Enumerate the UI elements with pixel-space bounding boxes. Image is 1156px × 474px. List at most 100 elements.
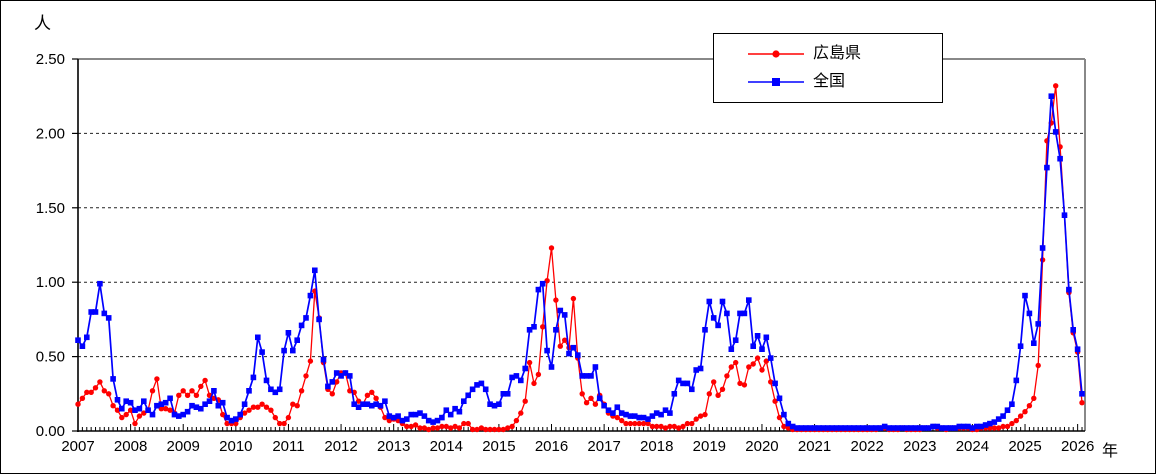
- data-point: [276, 386, 283, 393]
- data-point: [1074, 346, 1081, 352]
- data-point: [114, 407, 121, 413]
- data-point: [522, 365, 528, 372]
- data-point: [636, 414, 642, 421]
- data-point: [496, 426, 502, 433]
- data-point: [224, 420, 230, 427]
- data-point: [1000, 413, 1006, 419]
- x-tick-label: 2018: [640, 438, 673, 455]
- data-point: [220, 411, 226, 418]
- data-point: [377, 402, 384, 409]
- data-point: [710, 315, 717, 321]
- data-point: [461, 420, 467, 427]
- data-point: [535, 286, 542, 293]
- data-point: [425, 417, 432, 424]
- data-point: [816, 425, 822, 431]
- legend-item-zenkoku: 全国: [748, 74, 942, 90]
- data-point: [478, 380, 485, 387]
- data-point: [785, 420, 792, 427]
- data-point: [1070, 327, 1076, 333]
- data-point: [294, 337, 300, 343]
- data-point: [259, 401, 265, 407]
- data-point: [360, 401, 366, 407]
- data-point: [351, 401, 357, 407]
- y-tick-label: 0.00: [36, 423, 65, 440]
- x-tick-label: 2026: [1061, 438, 1094, 455]
- blue-line-square-marker-icon: [748, 78, 804, 86]
- data-point: [421, 425, 428, 431]
- data-point: [746, 364, 752, 370]
- data-point: [75, 337, 81, 343]
- data-point: [84, 389, 90, 395]
- data-point: [263, 404, 270, 410]
- data-point: [478, 425, 485, 431]
- data-point: [184, 408, 191, 415]
- data-point: [562, 337, 568, 343]
- data-point: [895, 425, 901, 431]
- data-point: [141, 410, 147, 416]
- data-point: [448, 425, 454, 431]
- data-point: [522, 398, 528, 404]
- data-point: [263, 377, 270, 384]
- data-point: [860, 425, 866, 431]
- data-point: [995, 416, 1002, 422]
- data-point: [737, 310, 743, 317]
- y-tick-label: 1.00: [36, 274, 65, 291]
- data-point: [224, 414, 230, 421]
- y-tick-label: 2.00: [36, 125, 65, 142]
- x-tick-label: 2012: [324, 438, 357, 455]
- data-point: [202, 377, 208, 384]
- data-point: [750, 343, 756, 349]
- x-tick-label: 2007: [61, 438, 94, 455]
- data-point: [1079, 391, 1085, 397]
- data-point: [873, 425, 879, 431]
- data-point: [680, 380, 686, 387]
- y-axis-unit-label: 人: [34, 14, 51, 33]
- data-point: [241, 401, 248, 407]
- data-point: [728, 364, 734, 370]
- data-point: [588, 373, 594, 379]
- data-point: [768, 379, 774, 385]
- data-point: [404, 416, 410, 422]
- data-point: [250, 374, 257, 381]
- data-point: [987, 420, 993, 427]
- data-point: [938, 425, 945, 431]
- data-point: [733, 359, 739, 366]
- data-point: [404, 423, 410, 430]
- data-point: [1000, 423, 1006, 430]
- data-point: [469, 386, 476, 393]
- data-point: [408, 423, 414, 430]
- data-point: [320, 356, 327, 363]
- data-point: [158, 406, 164, 412]
- data-point: [1017, 413, 1024, 419]
- data-point: [246, 388, 252, 394]
- data-point: [167, 407, 173, 413]
- data-point: [1026, 403, 1033, 409]
- data-point: [342, 370, 349, 376]
- data-point: [570, 295, 577, 302]
- data-point: [496, 401, 502, 407]
- data-point: [426, 426, 432, 433]
- data-point: [259, 349, 265, 355]
- data-point: [794, 425, 800, 431]
- data-point: [246, 407, 252, 413]
- data-point: [579, 373, 585, 379]
- data-point: [680, 423, 686, 430]
- data-point: [649, 413, 656, 419]
- data-point: [277, 420, 283, 427]
- x-tick-label: 2019: [693, 438, 726, 455]
- data-point: [97, 280, 103, 287]
- data-point: [632, 413, 638, 419]
- data-point: [838, 425, 844, 431]
- data-point: [518, 410, 524, 416]
- data-point: [106, 391, 112, 397]
- data-point: [1052, 129, 1059, 135]
- data-point: [483, 426, 489, 433]
- data-point: [824, 425, 831, 431]
- x-tick-label: 2023: [903, 438, 936, 455]
- data-point: [829, 425, 835, 431]
- data-point: [592, 364, 599, 370]
- data-point: [776, 414, 783, 421]
- data-point: [540, 324, 546, 330]
- data-point: [285, 414, 292, 421]
- data-point: [724, 373, 730, 379]
